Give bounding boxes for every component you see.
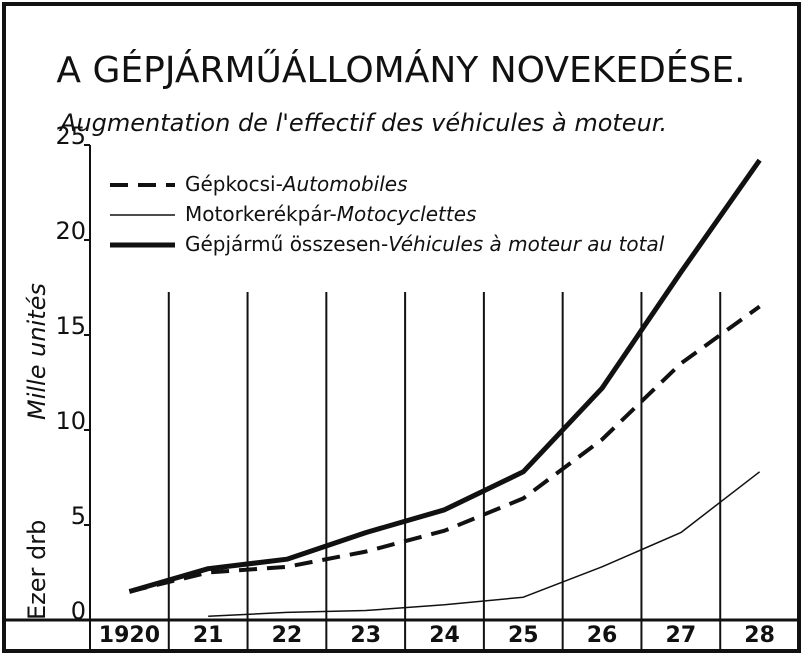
- y-label-part: Mille unités: [23, 283, 51, 420]
- y-label-part: Ezer drb: [23, 520, 51, 620]
- y-axis-label: Ezer drb Mille unités: [23, 283, 51, 620]
- series-line: [128, 158, 762, 594]
- y-tick-label: 20: [55, 217, 86, 245]
- x-tick-label: 27: [666, 623, 697, 648]
- y-tick-label: 5: [71, 502, 86, 530]
- legend-label-part: Véhicules à moteur au total: [388, 232, 665, 256]
- legend-label-part: Motocyclettes: [337, 202, 477, 226]
- y-tick-label: 15: [55, 312, 86, 340]
- legend-label-part: Automobiles: [281, 172, 408, 196]
- y-tick-label: 25: [55, 122, 86, 150]
- x-tick-label: 23: [350, 623, 381, 648]
- y-tick-label: 0: [71, 597, 86, 625]
- x-tick-label: 22: [272, 623, 303, 648]
- legend-label-part: Motorkerékpár-: [185, 202, 337, 226]
- series-line: [208, 471, 761, 617]
- chart-title: A GÉPJÁRMŰÁLLOMÁNY NOVEKEDÉSE.: [56, 49, 745, 91]
- y-tick-label: 10: [55, 407, 86, 435]
- legend-label: Gépkocsi-Automobiles: [185, 172, 407, 196]
- x-tick-label: 25: [508, 623, 539, 648]
- chart-subtitle: Augmentation de l'effectif des véhicules…: [58, 109, 667, 137]
- x-tick-label: 26: [587, 623, 618, 648]
- legend-label: Motorkerékpár-Motocyclettes: [185, 202, 476, 226]
- series-line: [128, 304, 761, 594]
- legend-label: Gépjármű összesen-Véhicules à moteur au …: [185, 232, 665, 256]
- legend-label-part: Gépjármű összesen-: [185, 232, 388, 256]
- x-tick-label: 1920: [99, 623, 160, 648]
- x-tick-label: 28: [744, 623, 775, 648]
- x-tick-label: 21: [193, 623, 224, 648]
- x-tick-label: 24: [429, 623, 460, 648]
- legend-label-part: Gépkocsi-: [185, 172, 283, 196]
